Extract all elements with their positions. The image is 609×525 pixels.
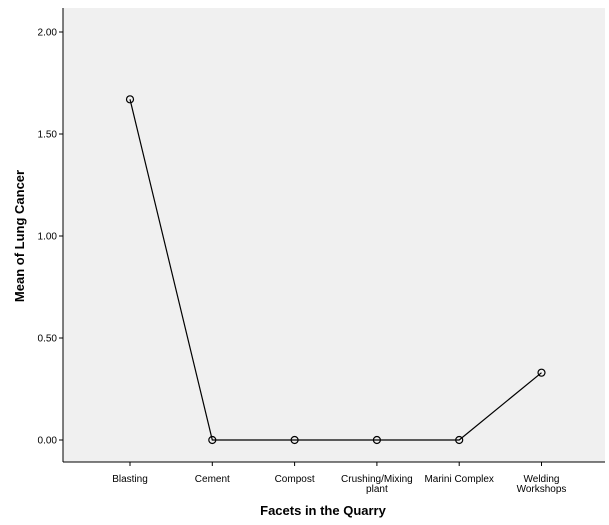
series-lines <box>129 99 542 441</box>
x-tick-label: Compost <box>275 474 315 485</box>
data-point <box>290 435 299 445</box>
series-points <box>125 95 546 445</box>
x-tick-label: Welding Workshops <box>517 474 567 495</box>
x-tick-label: Crushing/Mixing plant <box>341 474 413 495</box>
y-tick-label: 2.00 <box>38 28 58 39</box>
x-tick-label: Cement <box>195 474 230 485</box>
x-ticks: Blasting Cement Compost Crushing/Mixing plan… <box>112 462 566 495</box>
x-axis-title: Facets in the Quarry <box>260 503 386 518</box>
y-axis-title: Mean of Lung Cancer <box>12 170 27 302</box>
series-line <box>129 99 542 441</box>
y-tick-label: 1.00 <box>38 232 58 243</box>
x-tick-label: Marini Complex <box>424 474 493 485</box>
data-point <box>125 95 135 104</box>
data-point <box>208 435 217 445</box>
data-point <box>455 435 464 445</box>
y-tick-label: 0.00 <box>38 436 58 447</box>
x-tick-label: Blasting <box>112 474 148 485</box>
y-ticks: 0.00 0.50 1.00 1.50 2.00 <box>38 28 63 447</box>
y-tick-label: 0.50 <box>38 334 58 345</box>
data-point <box>372 435 381 445</box>
data-point <box>537 368 546 377</box>
y-tick-label: 1.50 <box>38 130 58 141</box>
plot-area <box>63 8 605 462</box>
